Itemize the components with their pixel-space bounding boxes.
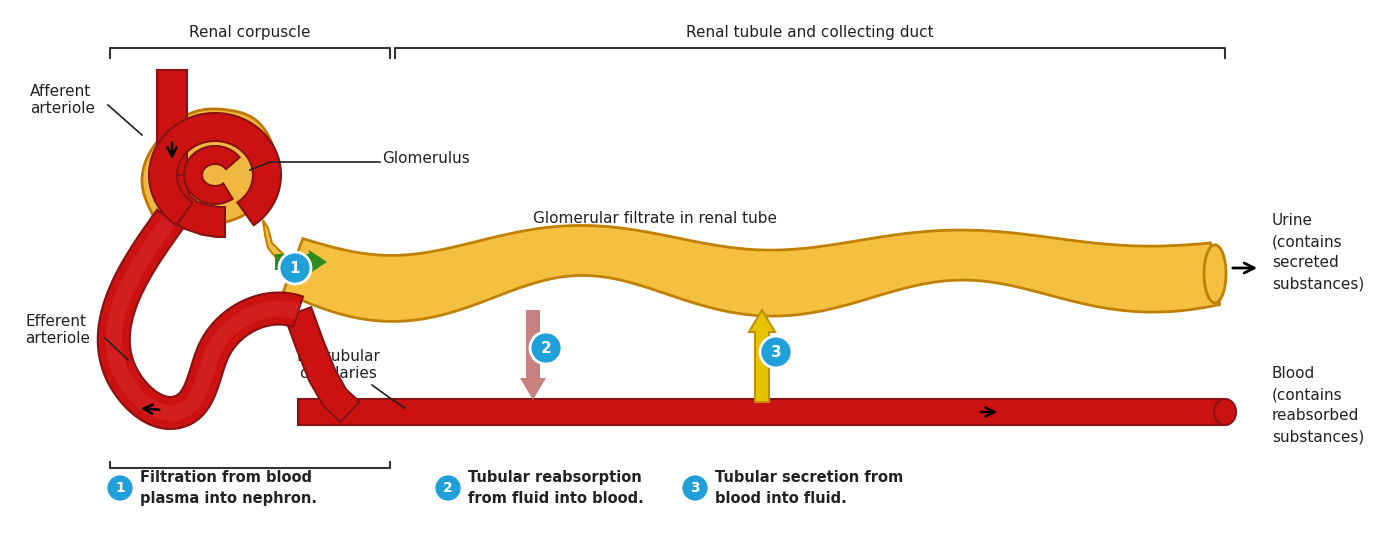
Polygon shape [149,113,280,225]
Polygon shape [142,109,275,227]
Text: 2: 2 [443,481,452,495]
Text: Efferent
arteriole: Efferent arteriole [25,314,90,346]
Polygon shape [285,307,359,422]
Polygon shape [283,226,1220,321]
Text: Filtration from blood
plasma into nephron.: Filtration from blood plasma into nephro… [140,470,316,506]
FancyArrow shape [520,310,545,400]
Text: 3: 3 [770,344,781,359]
Text: Blood
(contains
reabsorbed
substances): Blood (contains reabsorbed substances) [1271,366,1364,444]
Polygon shape [97,210,303,429]
Text: Tubular secretion from
blood into fluid.: Tubular secretion from blood into fluid. [715,470,904,506]
FancyArrow shape [750,310,775,402]
Text: 2: 2 [540,340,551,355]
Circle shape [682,474,709,502]
Text: Renal tubule and collecting duct: Renal tubule and collecting duct [686,25,934,40]
Polygon shape [105,214,300,421]
Circle shape [434,474,462,502]
Circle shape [105,474,135,502]
Ellipse shape [1214,399,1235,425]
Polygon shape [298,399,1226,425]
Text: Afferent
arteriole: Afferent arteriole [31,84,94,116]
Polygon shape [185,146,240,204]
Text: 1: 1 [290,261,300,276]
Polygon shape [262,220,296,272]
FancyArrow shape [275,250,328,274]
Polygon shape [157,175,225,237]
Circle shape [279,252,311,284]
Text: Glomerulus: Glomerulus [382,150,469,165]
Circle shape [530,332,562,364]
Text: Glomerular filtrate in renal tube: Glomerular filtrate in renal tube [533,211,777,226]
Text: Tubular reabsorption
from fluid into blood.: Tubular reabsorption from fluid into blo… [468,470,644,506]
Text: Urine
(contains
secreted
substances): Urine (contains secreted substances) [1271,213,1364,291]
Text: Renal corpuscle: Renal corpuscle [189,25,311,40]
Ellipse shape [1203,245,1226,303]
Text: Glomerular
capsule: Glomerular capsule [167,142,253,174]
Text: 3: 3 [690,481,700,495]
Text: Peritubular
capillaries: Peritubular capillaries [296,349,380,381]
Polygon shape [157,70,187,175]
Text: 1: 1 [115,481,125,495]
Circle shape [761,336,793,368]
